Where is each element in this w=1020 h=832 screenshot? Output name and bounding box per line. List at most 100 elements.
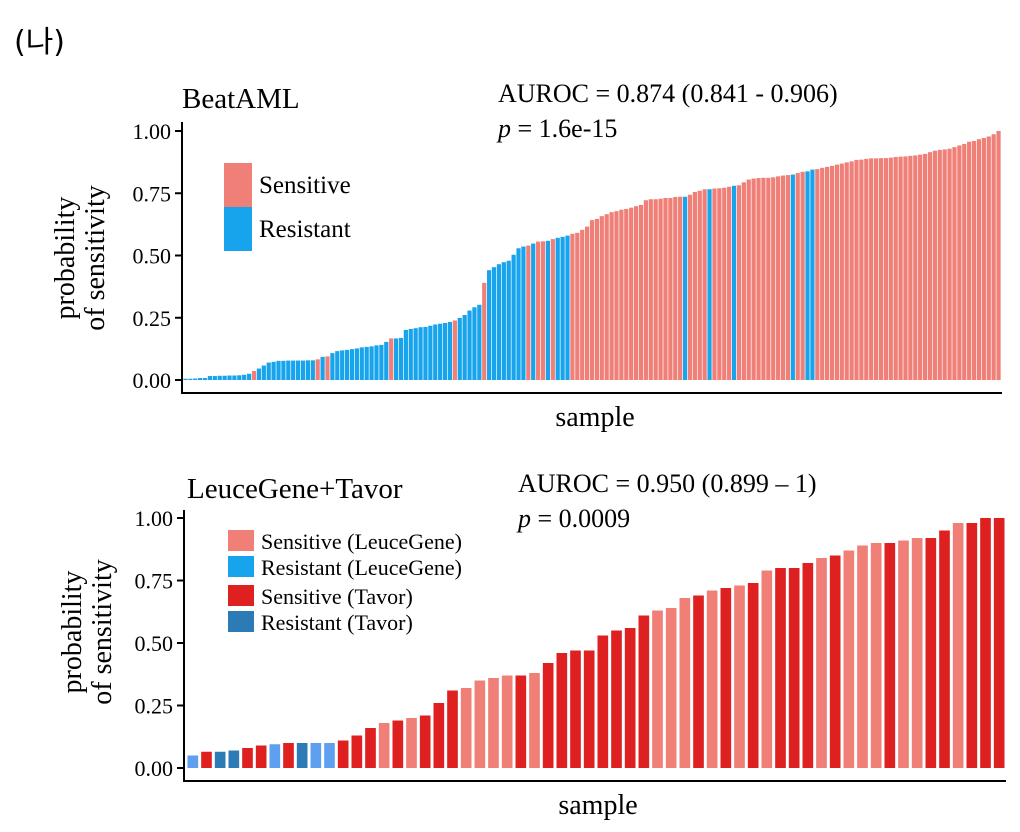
panel2-bar [925,538,937,768]
panel2-bar [788,568,800,768]
panel1-bar [932,150,937,380]
panel2-bar [898,540,909,768]
panel2-legend-label-resistant-leucegene: Resistant (LeuceGene) [261,555,462,580]
panel1-pvalue: p = 1.6e-15 [496,114,617,143]
panel2-legend-swatch-resistant-leucegene [228,556,254,577]
panel2-bar [829,555,841,768]
panel1-y-tick-label: 0.00 [133,368,172,393]
panel2-bar [365,728,376,768]
panel1-bar [785,175,791,380]
panel1-bar [918,154,923,380]
panel1-bar [746,179,751,380]
panel1-bar [913,155,918,380]
panel1-bar [256,368,262,380]
panel2-bar [911,538,923,768]
panel2-y-tick-label: 0.00 [135,756,174,781]
panel2-bar [679,598,691,768]
panel1-bar [428,325,433,380]
panel2-bar [993,518,1005,768]
panel1-bar [702,189,707,380]
panel2-legend-label-sensitive-tavor: Sensitive (Tavor) [261,584,413,609]
panel1-bar [849,161,854,380]
panel1-bar [462,315,467,380]
panel2-bar [597,635,609,768]
panel2-bar [843,550,855,768]
panel1-bar [736,185,742,380]
panel1-bar [697,190,702,380]
panel2-legend-swatch-resistant-tavor [228,611,254,632]
panel1-bar [893,156,898,380]
panel2-bar [775,568,786,768]
panel1-bar [340,350,345,380]
panel1-y-tick-label: 1.00 [133,119,172,144]
panel1-bar [780,175,786,380]
panel2-bar [392,720,404,768]
panel1-bar [423,326,428,380]
panel1-bar [991,134,996,380]
panel1-bar [359,347,364,380]
panel1-bar [237,375,242,380]
panel2-bar [529,673,540,768]
panel2-bar [228,750,240,768]
panel1-bar [188,378,193,380]
panel1-bar [281,360,286,380]
panel1-y-ticks: 0.00 0.25 0.50 0.75 1.00 [133,119,182,393]
panel2-ylabel-line2: of sensitivity [87,559,118,704]
panel1-bar [198,378,203,380]
panel1-bar [300,360,306,380]
panel1-bar [496,264,502,380]
panel1-bar [981,137,986,380]
panel1-bar [903,156,908,380]
panel1-bar [335,351,340,380]
panel2-y-tick-label: 0.25 [135,694,174,719]
panel2-bar [283,743,294,768]
panel1-bar [384,341,389,380]
panel1-bar [364,346,369,380]
panel1-bar [286,360,291,380]
panel1-bar [653,199,658,380]
panel1-bar [996,131,1001,380]
panel1-bar [589,220,595,380]
panel2-bar [802,563,814,768]
panel2-bar [501,675,513,768]
panel1-bar [692,192,697,380]
panel2-bar [939,530,950,768]
panel1-bar [952,147,957,380]
panel2-bar [214,751,226,768]
panel1-bar [418,327,423,380]
panel2-pvalue: p = 0.0009 [516,504,630,533]
panel1-bar [570,233,575,380]
panel1-bar [447,321,453,380]
panel1-bar [433,324,438,380]
panel2-bar [406,718,417,768]
panel1-bar [222,375,227,380]
panel1-y-tick-label: 0.75 [133,181,172,206]
panel1-bar [766,177,771,380]
panel2-bar [870,543,882,768]
panel1-bar [442,322,448,380]
panel1-bar [820,167,825,380]
panel1-bar [599,216,604,380]
panel1-bar [648,199,653,380]
panel1-legend-swatch-sensitive [224,163,252,207]
panel1-bar [536,241,541,380]
panel1-bar [976,139,982,380]
panel1-bar [927,152,933,380]
panel1-bar [374,345,379,380]
panel-beataml: BeatAML AUROC = 0.874 (0.841 - 0.906) p … [50,79,1002,433]
panel1-legend-label-sensitive: Sensitive [259,172,351,199]
panel1-bar [790,174,795,380]
panel1-bar [678,196,683,380]
panel1-bar [413,328,418,380]
panel1-bar [408,328,413,380]
panel1-bar [531,243,536,380]
panel1-bar [545,240,551,380]
panel1-bar [575,232,580,380]
panel2-y-tick-label: 1.00 [135,506,174,531]
panel1-bar [609,212,614,380]
panel1-bar [947,148,952,380]
panel1-p-value: 1.6e-15 [539,114,618,143]
panel1-auroc: AUROC = 0.874 (0.841 - 0.906) [498,79,838,108]
panel1-bar [604,214,609,380]
panel2-bar [242,748,253,768]
